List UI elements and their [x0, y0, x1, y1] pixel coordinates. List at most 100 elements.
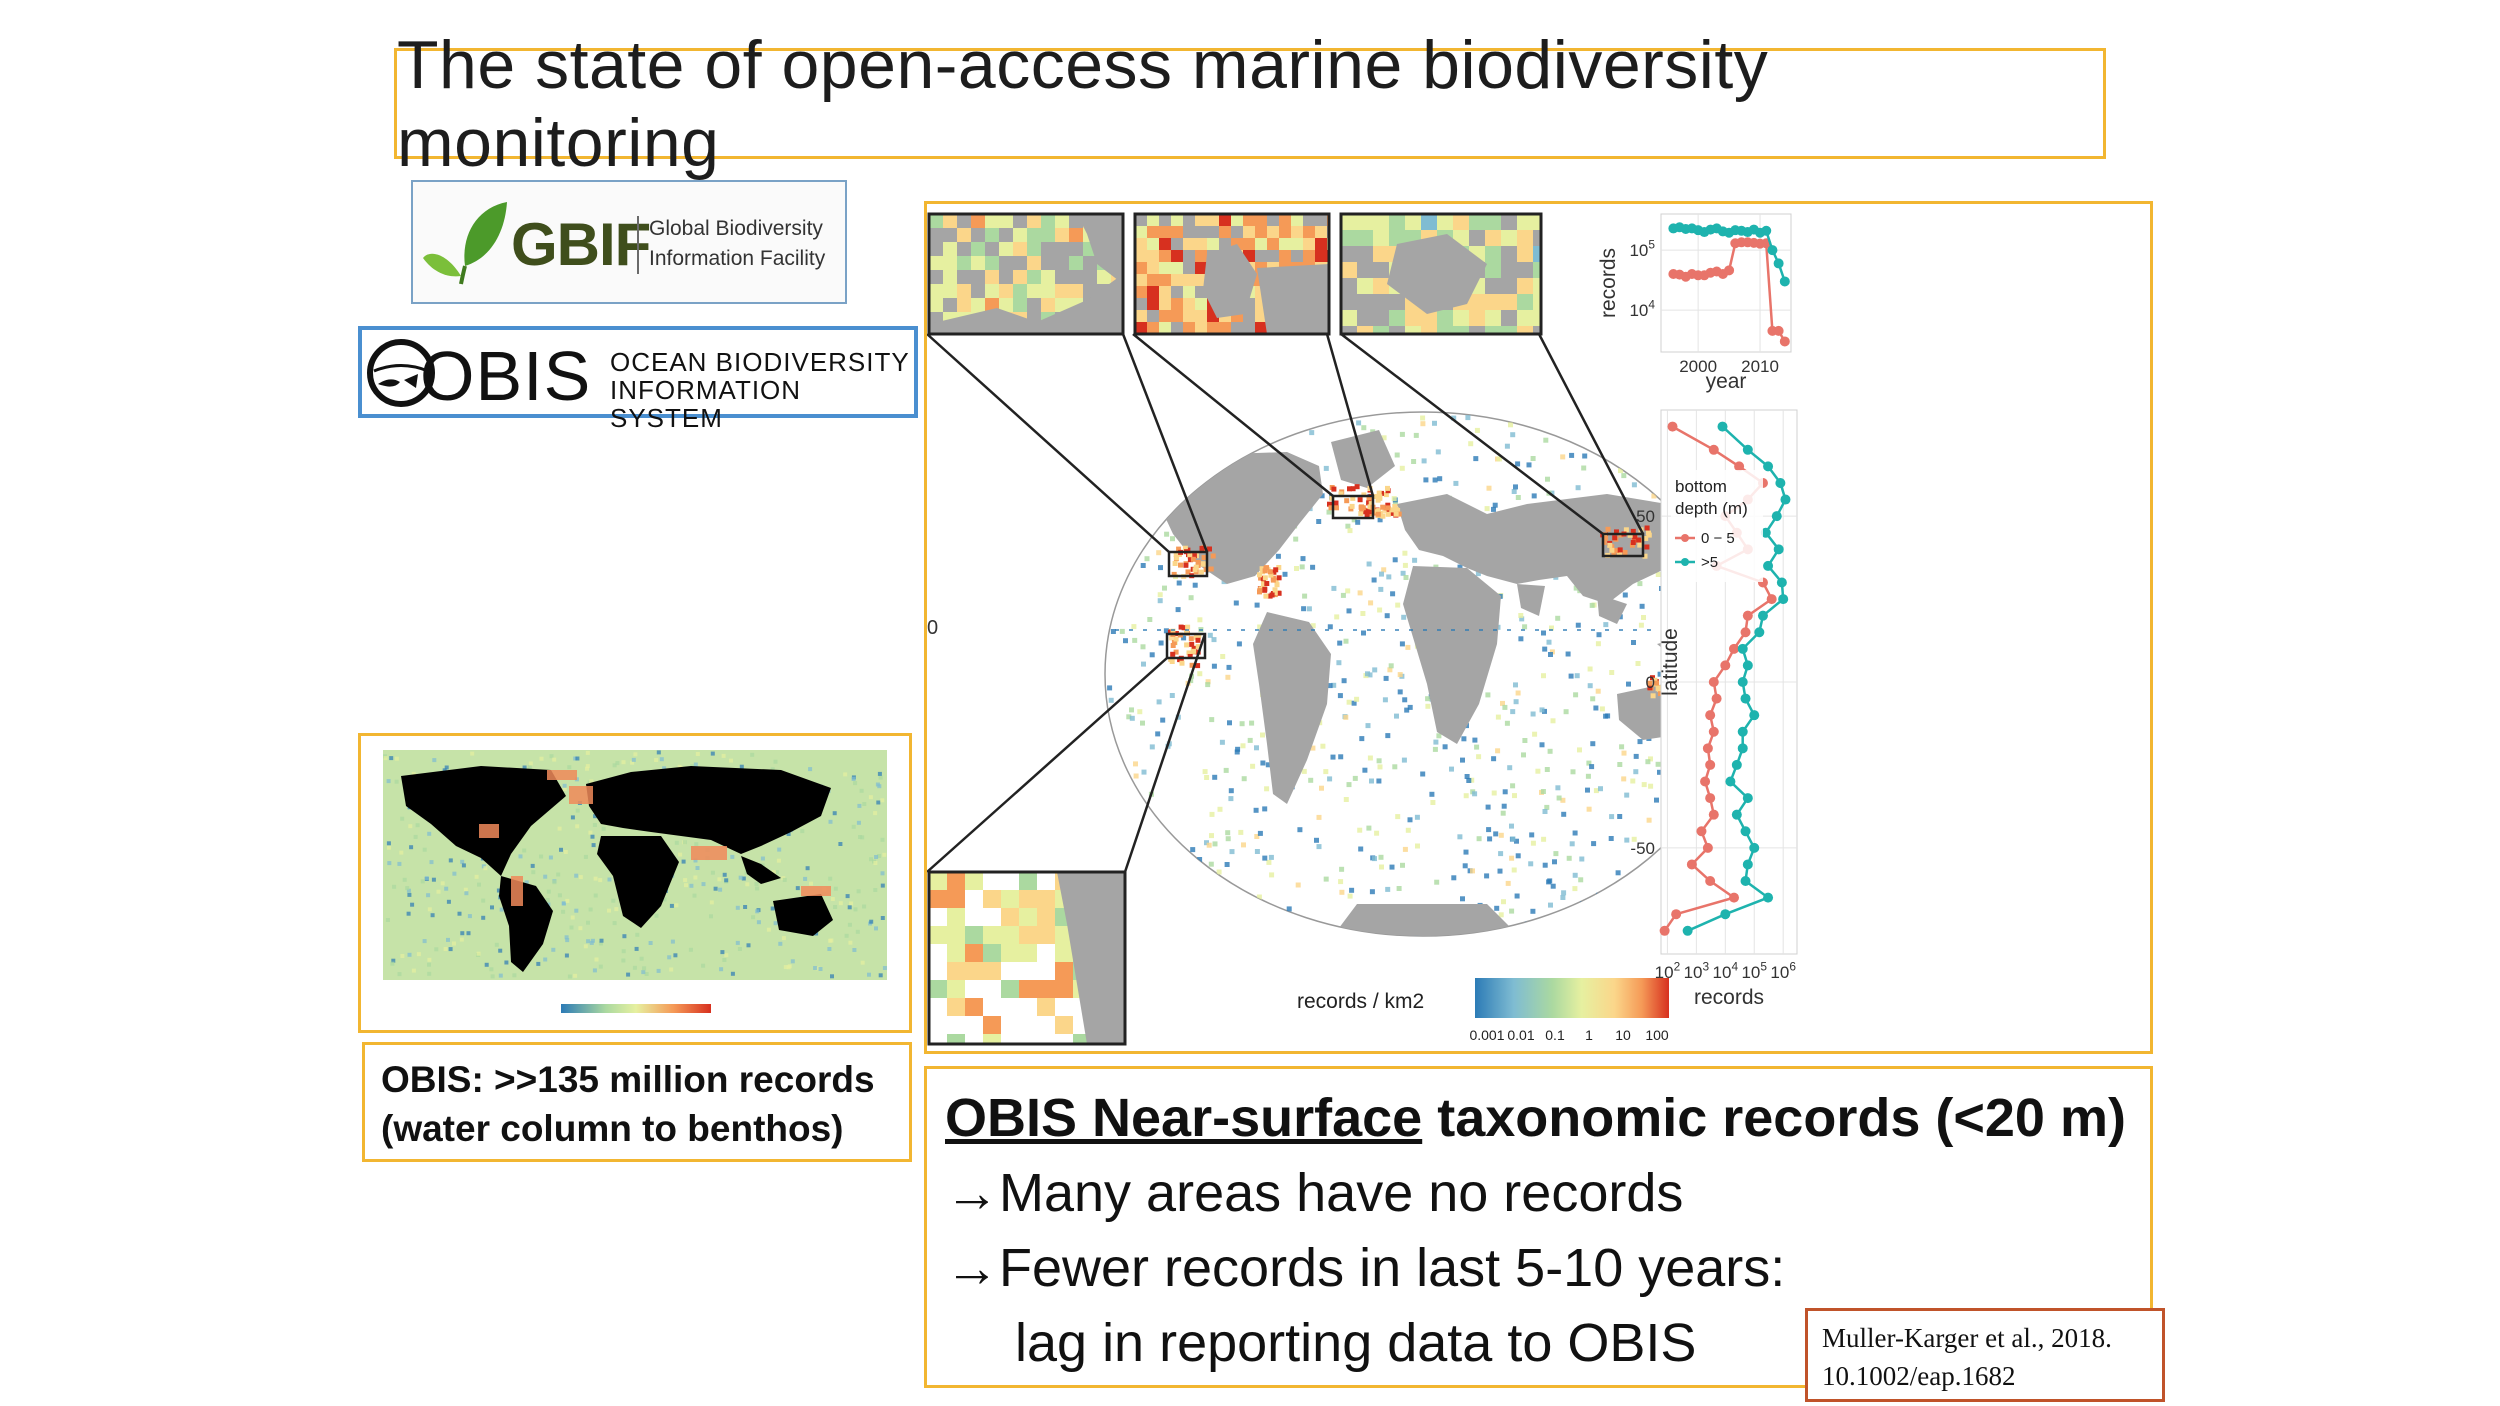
- records-by-year-chart: 2000 2010 104 105 year records: [1597, 213, 1792, 393]
- chart2-point: [1705, 759, 1716, 770]
- chart2-x-tick-label: 102: [1655, 959, 1681, 982]
- chart2-point: [1754, 627, 1765, 638]
- chart2-y-tick-label: -50: [1630, 839, 1655, 858]
- colorbar-tick-label: 0.001: [1469, 1027, 1504, 1043]
- chart2-y-tick-label: 0: [1646, 673, 1655, 692]
- chart2-point: [1708, 809, 1719, 820]
- chart2-point: [1720, 660, 1731, 671]
- chart2-point: [1740, 627, 1751, 638]
- gbif-subtitle: Global Biodiversity Information Facility: [649, 214, 825, 274]
- findings-header-rest: taxonomic records (<20 m): [1422, 1088, 2126, 1148]
- chart2-point: [1760, 527, 1771, 538]
- chart1-point: [1767, 245, 1778, 256]
- obis-subtitle-line2: INFORMATION SYSTEM: [610, 375, 802, 433]
- colorbar-tick-label: 1: [1585, 1027, 1593, 1043]
- citation: Muller-Karger et al., 2018. 10.1002/eap.…: [1805, 1308, 2165, 1402]
- chart2-point: [1705, 876, 1716, 887]
- figure-svg: 0: [926, 212, 1798, 1046]
- chart2-y-axis-label: latitude: [1659, 628, 1682, 696]
- chart1-x-axis-label: year: [1706, 370, 1747, 393]
- chart2-x-tick-label: 106: [1770, 959, 1796, 982]
- chart2-point: [1737, 677, 1748, 687]
- chart1-point: [1779, 276, 1790, 287]
- chart2-legend-swatch-dot: [1681, 534, 1689, 542]
- equator-label: 0: [927, 617, 938, 639]
- chart2-x-axis-label: records: [1694, 986, 1764, 1009]
- findings-header-underlined: OBIS Near-surface: [945, 1088, 1423, 1148]
- chart2-point: [1734, 461, 1745, 472]
- citation-line2: 10.1002/eap.1682: [1822, 1361, 2016, 1391]
- chart2-point: [1780, 494, 1791, 505]
- chart1-point: [1773, 258, 1784, 269]
- chart2-legend: bottom depth (m) 0 − 5 >5: [1671, 470, 1763, 582]
- chart2-legend-entry: >5: [1701, 554, 1718, 571]
- chart2-point: [1740, 876, 1751, 887]
- chart2-point: [1708, 726, 1719, 737]
- chart2-point: [1702, 842, 1713, 853]
- chart2-legend-title-line1: bottom: [1675, 477, 1727, 496]
- chart2-point: [1705, 793, 1716, 804]
- chart2-point: [1725, 776, 1736, 787]
- chart2-point: [1778, 594, 1789, 605]
- chart2-point: [1705, 710, 1716, 721]
- chart1-point: [1779, 336, 1790, 347]
- chart1-point: [1724, 265, 1735, 276]
- finding-bullet-2: →Fewer records in last 5-10 years:: [945, 1238, 1786, 1298]
- obis-records-caption: OBIS: >>135 million records (water colum…: [362, 1042, 912, 1162]
- chart1-point: [1773, 325, 1784, 336]
- chart1-point: [1761, 225, 1772, 236]
- chart2-point: [1717, 421, 1728, 432]
- caption-line2: (water column to benthos): [381, 1108, 844, 1149]
- chart2-point: [1686, 859, 1697, 870]
- slide-title: The state of open-access marine biodiver…: [394, 27, 2106, 181]
- chart2-point: [1742, 793, 1753, 804]
- colorbar-tick-label: 0.1: [1545, 1027, 1565, 1043]
- chart2-point: [1763, 892, 1774, 903]
- chart2-point: [1737, 726, 1748, 737]
- gbif-subtitle-line2: Information Facility: [649, 247, 826, 270]
- zoom-panel-japan: [1339, 212, 1543, 336]
- chart2-point: [1731, 809, 1742, 820]
- chart2-point: [1702, 743, 1713, 754]
- colorbar-title: records / km2: [1297, 990, 1424, 1013]
- colorbar-tick-label: 10: [1615, 1027, 1631, 1043]
- chart2-point: [1742, 660, 1753, 671]
- world-records-map: 0: [927, 411, 1742, 937]
- findings-textbox: OBIS Near-surface taxonomic records (<20…: [924, 1066, 2153, 1388]
- chart2-point: [1763, 461, 1774, 472]
- chart2-point: [1700, 776, 1711, 787]
- chart2-point: [1682, 925, 1693, 936]
- chart1-y-tick-label: 105: [1629, 237, 1655, 260]
- chart2-point: [1742, 444, 1753, 455]
- chart2-point: [1737, 643, 1748, 654]
- chart2-legend-title-line2: depth (m): [1675, 499, 1748, 518]
- chart2-x-tick-label: 104: [1713, 959, 1739, 982]
- gbif-subtitle-line1: Global Biodiversity: [649, 217, 823, 240]
- chart2-point: [1731, 759, 1742, 770]
- findings-header: OBIS Near-surface taxonomic records (<20…: [945, 1081, 2132, 1156]
- obis-wordmark: OBIS: [420, 337, 592, 415]
- chart2-point: [1729, 643, 1740, 654]
- thumbnail-map-svg: [383, 750, 887, 1013]
- chart2-point: [1711, 693, 1722, 704]
- colorbar-tick-label: 100: [1645, 1027, 1669, 1043]
- chart1-y-axis-label: records: [1597, 248, 1620, 318]
- chart2-point: [1749, 842, 1760, 853]
- zoom-panel-peru: [927, 870, 1127, 1046]
- chart2-legend-entry: 0 − 5: [1701, 530, 1735, 547]
- chart2-point: [1749, 710, 1760, 721]
- thumbnail-colorbar: [561, 1004, 711, 1013]
- obis-globe-icon: [367, 339, 435, 407]
- chart1-x-tick-label: 2010: [1741, 357, 1779, 376]
- chart2-point: [1740, 693, 1751, 704]
- chart2-point: [1696, 826, 1707, 837]
- caption-line1: OBIS: >>135 million records: [381, 1059, 875, 1100]
- records-colorbar: records / km2 0.001 0.01 0.1 1 10 100: [1297, 978, 1669, 1043]
- gbif-leaf-icon: [423, 202, 507, 285]
- colorbar-tick-label: 0.01: [1507, 1027, 1534, 1043]
- chart2-point: [1659, 925, 1670, 936]
- chart2-y-tick-label: 50: [1636, 507, 1655, 526]
- chart2-point: [1720, 909, 1731, 920]
- gbif-wordmark: GBIF: [511, 211, 651, 278]
- citation-line1: Muller-Karger et al., 2018.: [1822, 1323, 2112, 1353]
